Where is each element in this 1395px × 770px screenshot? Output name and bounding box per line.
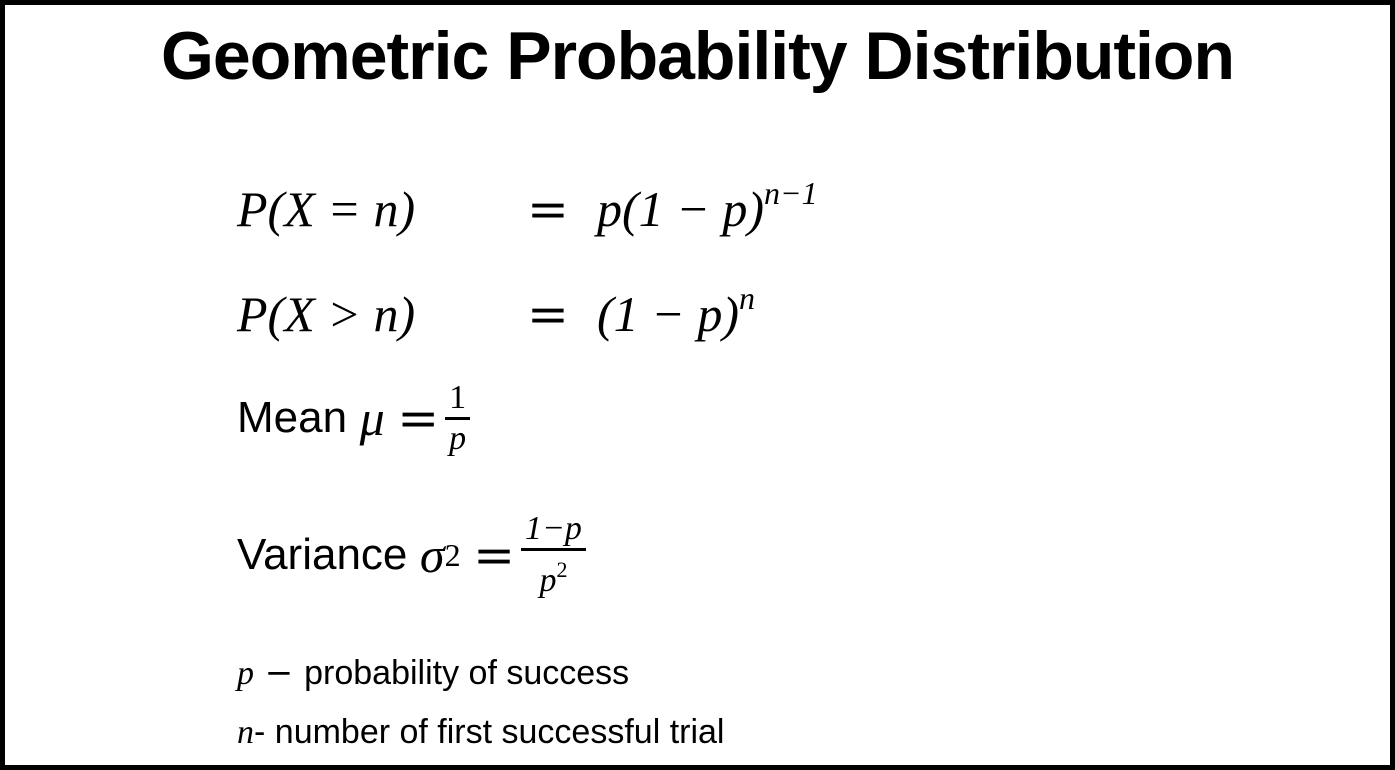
legend-symbol: n xyxy=(237,714,254,751)
mean-fraction: 1 p xyxy=(445,379,471,458)
mean-formula: Mean μ = 1 p xyxy=(237,373,471,463)
variance-symbol: σ xyxy=(419,527,445,583)
pmf-rhs: p(1 − p) xyxy=(597,181,765,237)
page-title: Geometric Probability Distribution xyxy=(160,18,1235,94)
pmf-lhs: P(X = n) xyxy=(237,181,416,237)
legend-item-n: n- number of first successful trial xyxy=(237,713,724,752)
legend-separator: - xyxy=(254,713,275,751)
mean-denominator: p xyxy=(449,419,467,457)
mean-numerator: 1 xyxy=(445,379,471,420)
variance-denominator: p xyxy=(539,562,557,599)
variance-symbol-exponent: 2 xyxy=(444,537,461,573)
tail-lhs: P(X > n) xyxy=(237,286,416,342)
tail-rhs: (1 − p) xyxy=(597,286,740,342)
mean-equals: = xyxy=(397,389,440,447)
tail-formula: P(X > n) = (1 − p)n xyxy=(237,268,755,344)
mean-symbol: μ xyxy=(359,390,385,446)
legend-text: number of first successful trial xyxy=(274,713,725,751)
legend-item-p: p − probability of success xyxy=(237,653,629,693)
mean-label: Mean xyxy=(237,393,348,442)
pmf-equals: = xyxy=(527,180,569,238)
variance-label: Variance xyxy=(237,530,408,579)
pmf-formula: P(X = n) = p(1 − p)n−1 xyxy=(237,163,818,239)
variance-fraction: 1−p p2 xyxy=(520,510,586,600)
pmf-exponent: n−1 xyxy=(764,175,818,211)
tail-equals: = xyxy=(527,285,569,343)
legend-symbol: p xyxy=(237,655,254,692)
variance-equals: = xyxy=(473,526,515,584)
variance-denominator-exponent: 2 xyxy=(556,557,568,582)
legend-separator: − xyxy=(254,653,305,693)
variance-numerator: 1−p xyxy=(520,510,586,551)
legend-text: probability of success xyxy=(304,654,630,692)
tail-exponent: n xyxy=(739,280,756,316)
